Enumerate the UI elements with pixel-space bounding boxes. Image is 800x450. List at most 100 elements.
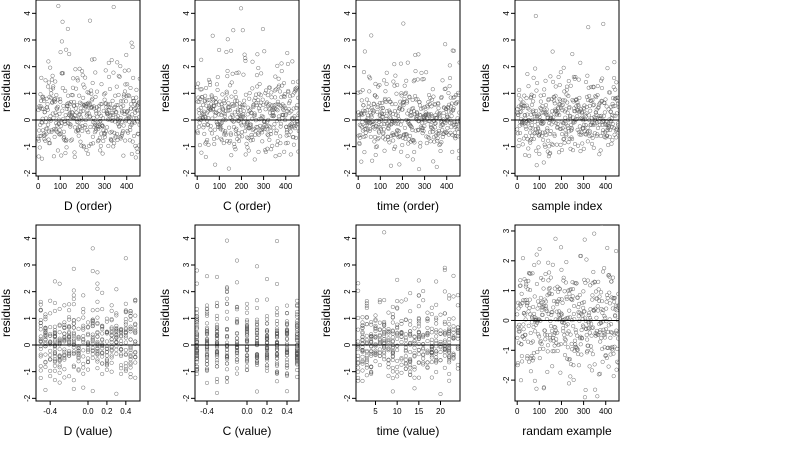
y-tick-label: 3 [23, 37, 32, 42]
data-point [62, 325, 67, 330]
data-point [267, 110, 273, 115]
data-point [589, 348, 594, 353]
data-point [208, 107, 213, 113]
data-point [383, 89, 388, 94]
data-point [89, 88, 94, 93]
data-point [554, 299, 559, 304]
data-point [51, 115, 56, 121]
data-point [264, 314, 270, 319]
data-point [413, 69, 418, 74]
data-point [64, 47, 69, 52]
data-point [587, 311, 592, 316]
data-point [95, 342, 100, 347]
data-point [574, 116, 579, 122]
data-point [204, 309, 210, 314]
data-point [451, 324, 456, 329]
data-point [526, 146, 531, 151]
data-point [373, 317, 378, 322]
data-point [558, 342, 563, 347]
data-point [605, 345, 610, 350]
data-point [294, 298, 299, 303]
data-point [52, 338, 57, 343]
data-point [254, 298, 260, 303]
data-point [567, 357, 572, 362]
data-point [364, 305, 369, 311]
data-point [552, 286, 557, 291]
data-point [597, 294, 602, 299]
data-point [60, 108, 65, 113]
data-point [416, 321, 421, 326]
data-point [95, 348, 100, 354]
data-point [442, 129, 448, 135]
data-point [537, 346, 543, 351]
data-point [117, 123, 122, 128]
data-point [214, 313, 220, 318]
data-point [615, 359, 619, 364]
data-point [601, 327, 606, 332]
data-point [50, 73, 55, 78]
data-point [442, 338, 447, 343]
data-point [254, 353, 260, 358]
data-point [522, 93, 527, 98]
data-point [106, 143, 111, 148]
data-point [271, 114, 276, 119]
data-point [249, 111, 254, 116]
data-point [95, 114, 100, 119]
data-point [81, 327, 86, 332]
data-point [442, 346, 447, 351]
data-point [101, 116, 106, 121]
data-point [130, 139, 135, 144]
data-point [208, 123, 213, 128]
data-point [364, 350, 369, 355]
data-point [246, 136, 251, 141]
data-point [216, 102, 221, 107]
data-point [373, 335, 378, 340]
data-point [544, 308, 549, 313]
data-point [61, 129, 66, 134]
y-tick-label: 3 [502, 228, 511, 233]
data-point [234, 331, 240, 336]
data-point [407, 133, 413, 138]
data-point [249, 135, 254, 140]
data-point [133, 298, 138, 303]
data-point [565, 345, 570, 350]
data-point [395, 121, 400, 126]
data-point [520, 301, 525, 306]
data-point [369, 349, 374, 354]
data-point [439, 94, 444, 100]
data-point [90, 269, 95, 274]
data-point [96, 107, 101, 112]
x-axis-title: time (order) [377, 199, 439, 213]
data-point [81, 325, 86, 330]
data-point [104, 357, 109, 362]
data-point [546, 97, 551, 102]
data-point [387, 140, 392, 145]
data-point [395, 299, 400, 304]
x-axis-title: C (value) [223, 424, 272, 438]
data-point [416, 278, 421, 283]
data-point [377, 340, 382, 345]
data-point [548, 129, 553, 134]
data-point [603, 122, 608, 127]
data-point [62, 355, 67, 361]
data-point [595, 296, 600, 301]
data-point [284, 330, 290, 335]
data-point [229, 153, 234, 158]
data-point [38, 104, 43, 109]
data-point [450, 133, 455, 138]
data-point [103, 91, 108, 96]
data-point [580, 336, 585, 341]
data-point [451, 327, 456, 332]
data-point [552, 343, 557, 348]
data-point [595, 126, 601, 131]
data-point [568, 374, 573, 379]
data-point [123, 361, 128, 366]
data-point [128, 127, 133, 132]
data-point [565, 126, 570, 131]
data-point [38, 317, 43, 323]
data-point [456, 126, 460, 131]
data-point [241, 108, 246, 114]
data-point [602, 335, 607, 340]
data-point [529, 316, 535, 321]
data-point [416, 293, 421, 298]
